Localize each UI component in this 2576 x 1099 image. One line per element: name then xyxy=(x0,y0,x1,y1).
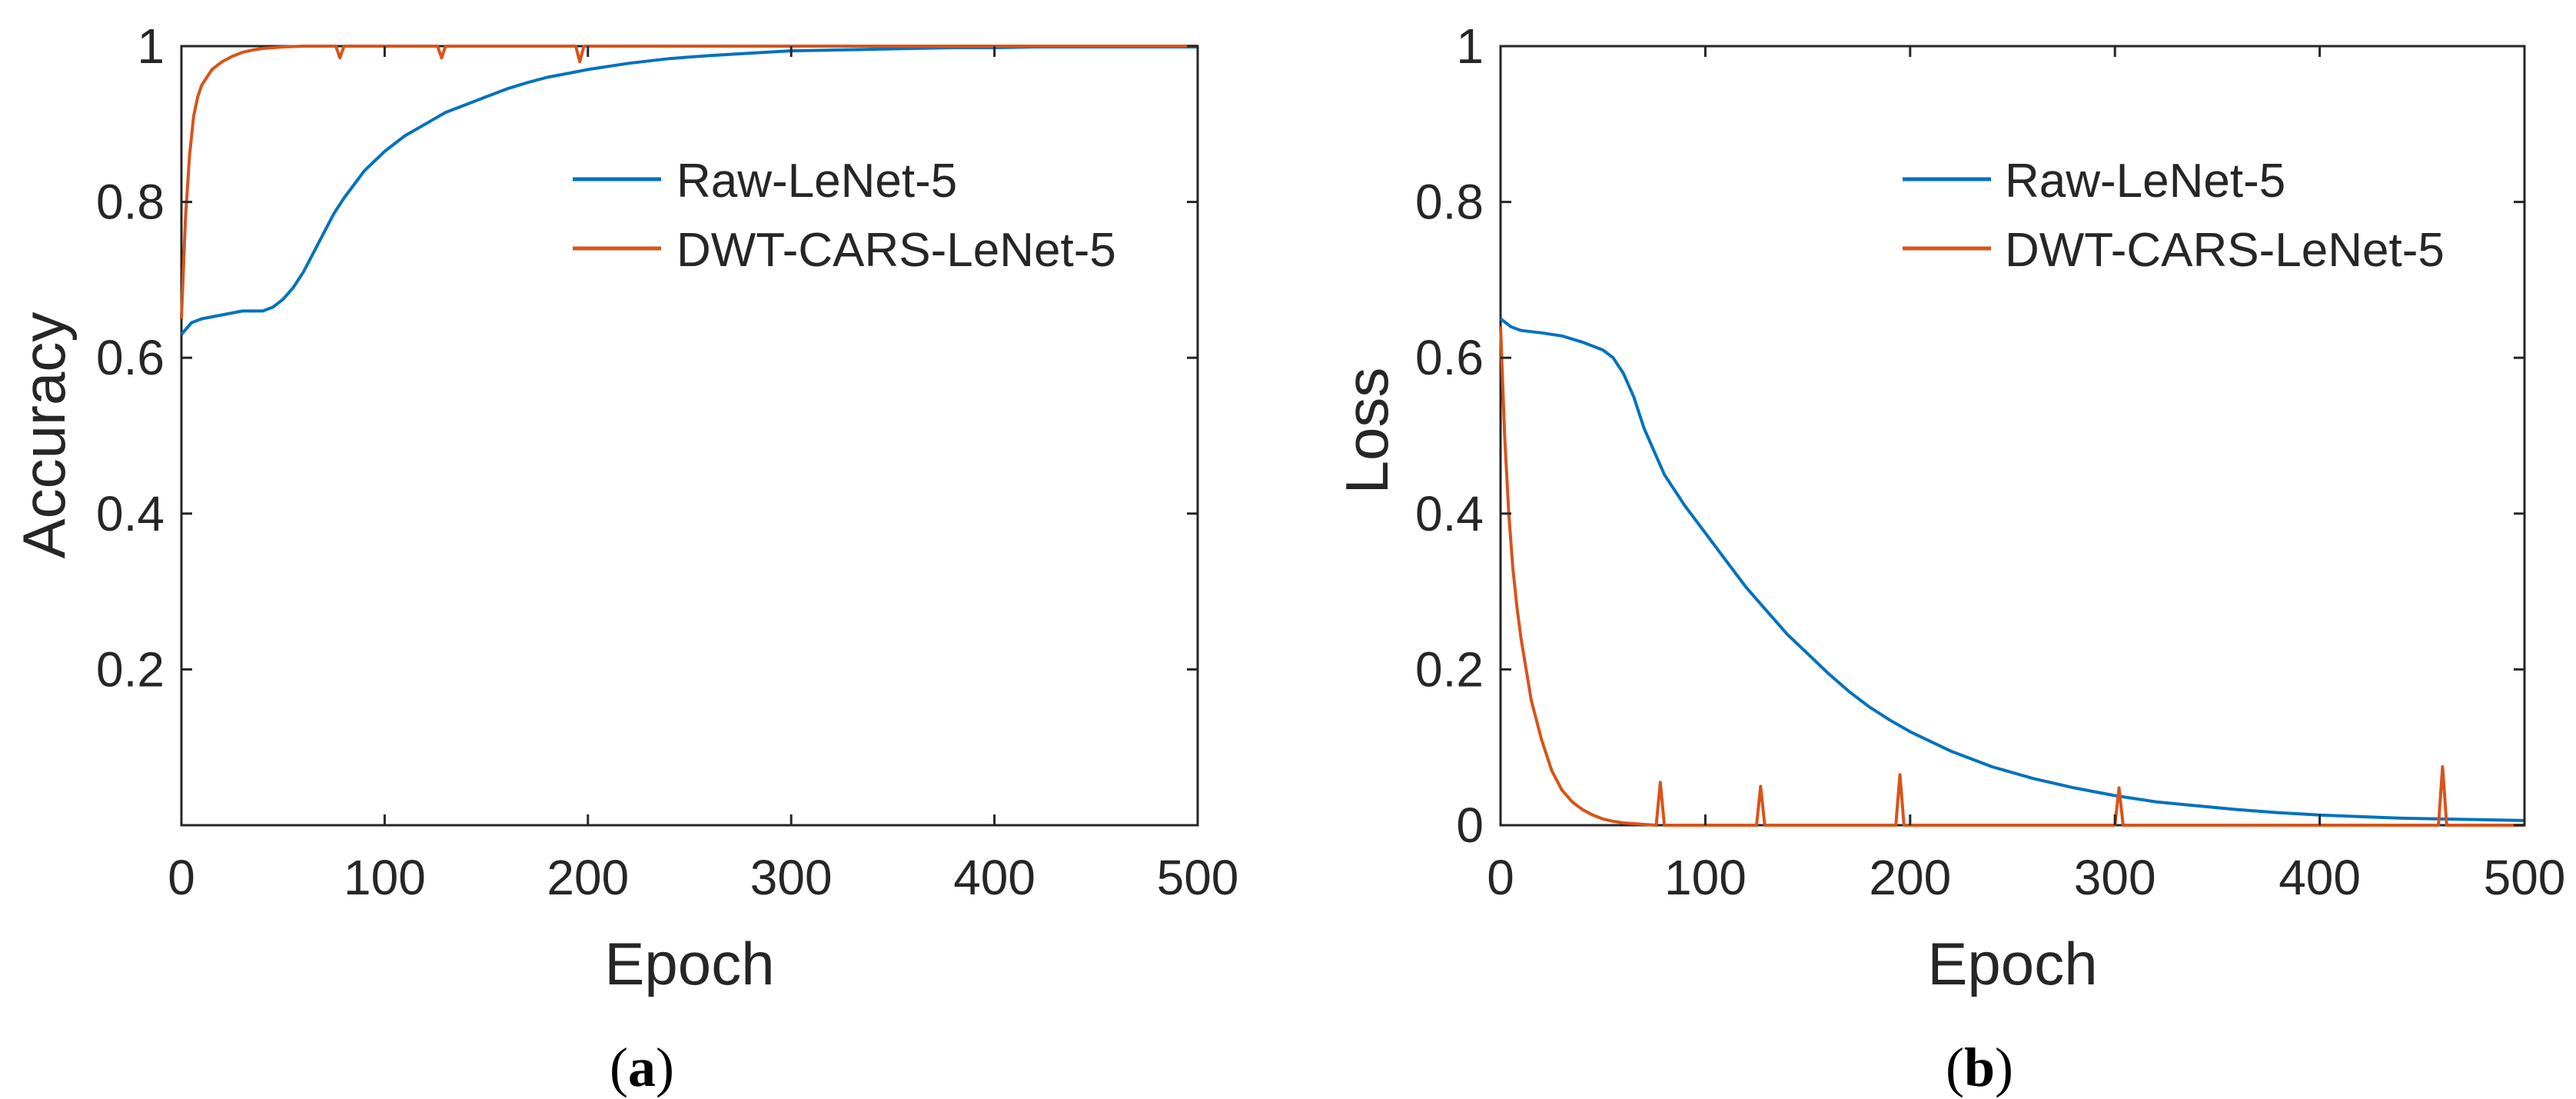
x-tick-label: 0 xyxy=(168,850,195,905)
y-tick-label: 0.6 xyxy=(96,330,165,385)
y-tick-label: 0.2 xyxy=(96,641,165,697)
legend: Raw-LeNet-5 DWT-CARS-LeNet-5 xyxy=(573,155,1116,277)
y-tick-label: 0.2 xyxy=(1415,641,1484,697)
x-axis-label: Epoch xyxy=(1927,930,2097,997)
x-tick-label: 400 xyxy=(953,850,1035,905)
x-tick-label: 300 xyxy=(750,850,833,905)
accuracy-chart: 0 100 200 300 400 500 0.2 0.4 0.6 0.8 1 Epoch Accu… xyxy=(10,18,1238,1098)
x-tick-label: 200 xyxy=(1869,850,1951,905)
series-line-raw-lenet-5 xyxy=(180,45,1198,336)
loss-chart: 0 100 200 300 400 500 0 0.2 0.4 0.6 0.8 1 Epoch Los… xyxy=(1333,18,2565,1098)
plot-area xyxy=(180,45,1199,827)
x-tick-label: 300 xyxy=(2074,850,2156,905)
plot-area xyxy=(1499,45,2526,827)
series-line-dwt-cars-lenet-5 xyxy=(180,45,1198,319)
series-layer xyxy=(1499,317,2525,827)
y-tick-label: 0.8 xyxy=(96,175,165,230)
tick-layer: 0 100 200 300 400 500 0.2 0.4 0.6 0.8 1 xyxy=(96,18,1238,905)
panel-caption: (a) xyxy=(610,1037,674,1098)
legend: Raw-LeNet-5 DWT-CARS-LeNet-5 xyxy=(1903,155,2445,277)
y-tick-label: 1 xyxy=(137,18,165,74)
y-tick-label: 1 xyxy=(1456,18,1484,74)
series-line-dwt-cars-lenet-5 xyxy=(1499,326,2524,827)
legend-label-raw: Raw-LeNet-5 xyxy=(676,155,957,208)
x-tick-label: 0 xyxy=(1487,850,1514,905)
y-tick-label: 0.4 xyxy=(96,486,165,541)
y-tick-label: 0.6 xyxy=(1415,330,1484,385)
series-layer xyxy=(180,45,1198,336)
x-tick-label: 400 xyxy=(2279,850,2361,905)
y-axis-label: Accuracy xyxy=(10,312,78,559)
y-tick-label: 0 xyxy=(1456,798,1484,853)
y-axis-label: Loss xyxy=(1333,368,1401,495)
legend-label-dwt: DWT-CARS-LeNet-5 xyxy=(2005,224,2445,277)
legend-label-dwt: DWT-CARS-LeNet-5 xyxy=(676,224,1116,277)
x-tick-label: 500 xyxy=(2484,850,2566,905)
y-tick-label: 0.8 xyxy=(1415,175,1484,230)
x-tick-label: 100 xyxy=(344,850,426,905)
legend-label-raw: Raw-LeNet-5 xyxy=(2005,155,2285,208)
series-line-raw-lenet-5 xyxy=(1499,317,2525,822)
x-axis-label: Epoch xyxy=(604,930,774,997)
x-tick-label: 100 xyxy=(1664,850,1747,905)
x-tick-label: 500 xyxy=(1157,850,1239,905)
panel-label: a xyxy=(628,1037,656,1098)
tick-layer: 0 100 200 300 400 500 0 0.2 0.4 0.6 0.8 1 xyxy=(1415,18,2565,905)
panel-label: b xyxy=(1964,1037,1995,1098)
x-tick-label: 200 xyxy=(547,850,629,905)
panel-caption: (b) xyxy=(1946,1037,2013,1098)
y-tick-label: 0.4 xyxy=(1415,486,1484,541)
